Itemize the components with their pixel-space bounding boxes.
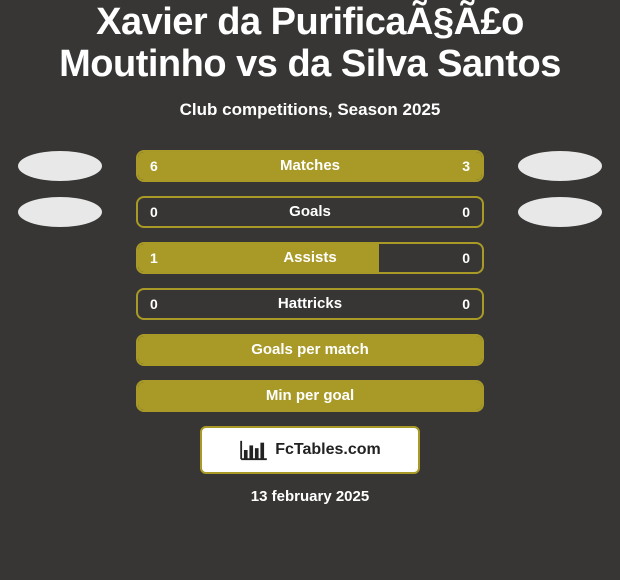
stat-bar: Min per goal [136, 380, 484, 412]
stat-row: Goals per match [10, 334, 610, 366]
stat-label: Goals [138, 198, 482, 226]
stat-bar: Goals0 0 [136, 196, 484, 228]
comparison-card: Xavier da PurificaÃ§Ã£o Moutinho vs da S… [0, 0, 620, 580]
stat-rows: Matches63Goals00Assists10Hattricks00Goal… [0, 150, 620, 412]
stat-bar: Goals per match [136, 334, 484, 366]
stat-row: Hattricks0 0 [10, 288, 610, 320]
date-text: 13 february 2025 [0, 488, 620, 505]
stat-value-right: 0 [462, 290, 470, 318]
fctables-logo: FcTables.com [200, 426, 420, 474]
stat-label: Goals per match [138, 336, 482, 364]
stat-value-right: 0 [462, 198, 470, 226]
player-avatar-left [18, 151, 102, 181]
stat-value-left: 0 [150, 198, 158, 226]
stat-row: Matches6 3 [10, 150, 610, 182]
stat-bar: Assists1 0 [136, 242, 484, 274]
chart-bars-icon [239, 439, 269, 461]
player-avatar-right [518, 151, 602, 181]
stat-value-left: 1 [150, 244, 158, 272]
page-subtitle: Club competitions, Season 2025 [0, 100, 620, 120]
page-title: Xavier da PurificaÃ§Ã£o Moutinho vs da S… [0, 2, 620, 86]
stat-label: Hattricks [138, 290, 482, 318]
stat-value-right: 3 [462, 152, 470, 180]
stat-value-right: 0 [462, 244, 470, 272]
stat-value-left: 6 [150, 152, 158, 180]
logo-text: FcTables.com [275, 441, 381, 459]
stat-label: Min per goal [138, 382, 482, 410]
stat-bar: Hattricks0 0 [136, 288, 484, 320]
player-avatar-left [18, 197, 102, 227]
stat-value-left: 0 [150, 290, 158, 318]
stat-label: Matches [138, 152, 482, 180]
stat-row: Goals0 0 [10, 196, 610, 228]
stat-bar: Matches6 3 [136, 150, 484, 182]
stat-label: Assists [138, 244, 482, 272]
stat-row: Min per goal [10, 380, 610, 412]
stat-row: Assists1 0 [10, 242, 610, 274]
player-avatar-right [518, 197, 602, 227]
